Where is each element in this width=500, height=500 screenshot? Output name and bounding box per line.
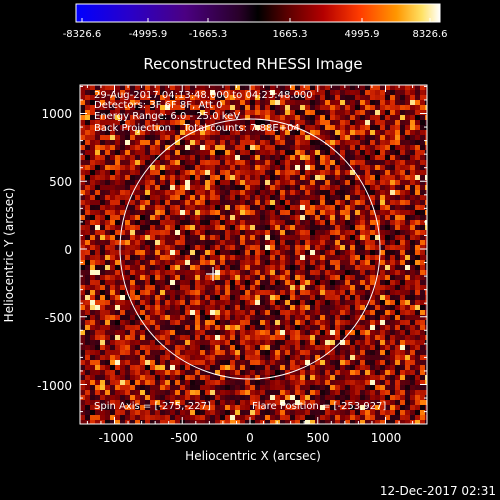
colorbar-tick-label: 4995.9	[345, 29, 380, 40]
colorbar-tick-label: 1665.3	[273, 29, 308, 40]
y-tick-label: -1000	[37, 379, 72, 393]
axis-ticks	[80, 85, 427, 424]
spin-axis-label: Spin Axis = [-275,-227]	[94, 401, 211, 412]
spin-axis-marker	[206, 267, 220, 281]
y-tick-label: 500	[49, 175, 72, 189]
colorbar-tick-label: 8326.6	[413, 29, 448, 40]
colorbar-frame	[75, 3, 441, 23]
x-axis-label: Heliocentric X (arcsec)	[185, 449, 321, 463]
x-tick-label: 500	[307, 431, 330, 445]
y-axis-label: Heliocentric Y (arcsec)	[2, 188, 16, 323]
x-tick-label: 0	[246, 431, 254, 445]
y-tick-label: 1000	[41, 107, 72, 121]
x-tick-label: 1000	[371, 431, 402, 445]
colorbar-tick-label: -8326.6	[63, 29, 102, 40]
colorbar-tick-labels: -8326.6 -4995.9 -1665.3 1665.3 4995.9 8326.6	[63, 29, 448, 40]
plot-title: Reconstructed RHESSI Image	[143, 55, 362, 73]
rhessi-image	[80, 85, 427, 424]
y-tick-labels: 1000 500 0 -500 -1000	[37, 107, 72, 393]
y-tick-label: 0	[64, 243, 72, 257]
info-line-time: 29-Aug-2017 04:13:48.000 to 04:23:48.000	[94, 90, 313, 101]
x-tick-labels: -1000 -500 0 500 1000	[99, 431, 402, 445]
plot-frame	[79, 84, 428, 425]
colorbar-tick-label: -4995.9	[129, 29, 168, 40]
solar-limb-circle	[119, 118, 381, 380]
info-text-block: 29-Aug-2017 04:13:48.000 to 04:23:48.000…	[94, 90, 313, 134]
info-line-detectors: Detectors: 3F 6F 8F, Att 0	[94, 100, 222, 111]
colorbar-gradient	[76, 4, 440, 22]
footer-timestamp: 12-Dec-2017 02:31	[380, 484, 496, 498]
flare-position-label: Flare Position = [-253,927]	[252, 401, 386, 412]
colorbar: -8326.6 -4995.9 -1665.3 1665.3 4995.9 8326.6	[63, 3, 448, 40]
info-line-method: Back Projection Total counts: 7.88E+04	[94, 123, 300, 134]
info-line-energy: Energy Range: 6.0 - 25.0 keV	[94, 111, 240, 122]
colorbar-ticks	[81, 18, 431, 22]
x-tick-label: -500	[170, 431, 197, 445]
x-tick-label: -1000	[99, 431, 134, 445]
y-tick-label: -500	[45, 311, 72, 325]
colorbar-tick-label: -1665.3	[189, 29, 228, 40]
